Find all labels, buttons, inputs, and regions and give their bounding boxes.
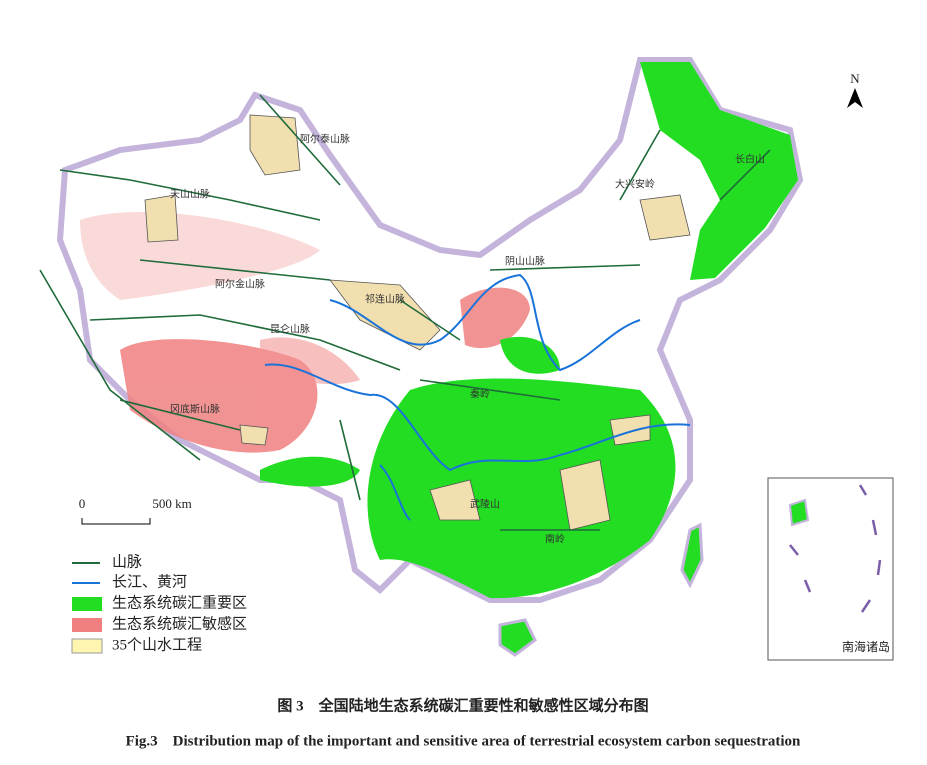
legend-label: 长江、黄河: [112, 573, 187, 590]
mountain-label: 武陵山: [470, 497, 500, 510]
taiwan: [680, 522, 704, 589]
scale-zero: 0: [79, 496, 86, 511]
legend-label: 35个山水工程: [112, 636, 202, 653]
mountain-label: 冈底斯山脉: [170, 402, 220, 415]
mountain-label: 秦岭: [470, 387, 490, 400]
legend-label: 生态系统碳汇重要区: [112, 594, 247, 611]
dash-line: [789, 484, 882, 613]
mountain-label: 阿尔金山脉: [215, 277, 265, 290]
legend-swatch: [72, 618, 102, 632]
mountain-label: 长白山: [735, 152, 765, 165]
project-areas: [144, 114, 691, 531]
legend-label: 山脉: [112, 553, 142, 570]
mountain-label: 祁连山脉: [365, 292, 405, 305]
scale-bar: [81, 518, 151, 525]
legend-swatch: [72, 597, 102, 611]
mountain-label: 昆仑山脉: [270, 322, 310, 335]
mountain-label: 天山山脉: [170, 187, 210, 200]
legend: 山脉 长江、黄河 生态系统碳汇重要区 生态系统碳汇敏感区 35个山水工程: [71, 553, 247, 654]
scale-length: 500 km: [152, 496, 191, 511]
mountain-label: 南岭: [545, 532, 565, 545]
rivers: [264, 273, 691, 521]
sensitive-areas: [80, 211, 530, 453]
legend-swatch: [71, 638, 103, 654]
mountain-label: 大兴安岭: [615, 177, 655, 190]
caption-cn: 图 3 全国陆地生态系统碳汇重要性和敏感性区域分布图: [277, 696, 648, 714]
north-arrow: [847, 88, 863, 108]
mountain-label-group: 阿尔泰山脉 天山山脉 阿尔金山脉 昆仑山脉 冈底斯山脉 祁连山脉 阴山山脉 大兴…: [170, 132, 765, 545]
mountain-label: 阿尔泰山脉: [300, 132, 350, 145]
inset-label: 南海诸岛: [842, 639, 890, 654]
mountain-lines: [39, 94, 771, 531]
inset-frame: [767, 477, 894, 661]
north-label: N: [850, 71, 860, 86]
inset: 南海诸岛: [767, 477, 894, 661]
hainan: [498, 618, 537, 657]
caption-en: Fig.3 Distribution map of the important …: [126, 733, 801, 749]
legend-label: 生态系统碳汇敏感区: [112, 615, 247, 632]
mountain-label: 阴山山脉: [505, 254, 545, 267]
